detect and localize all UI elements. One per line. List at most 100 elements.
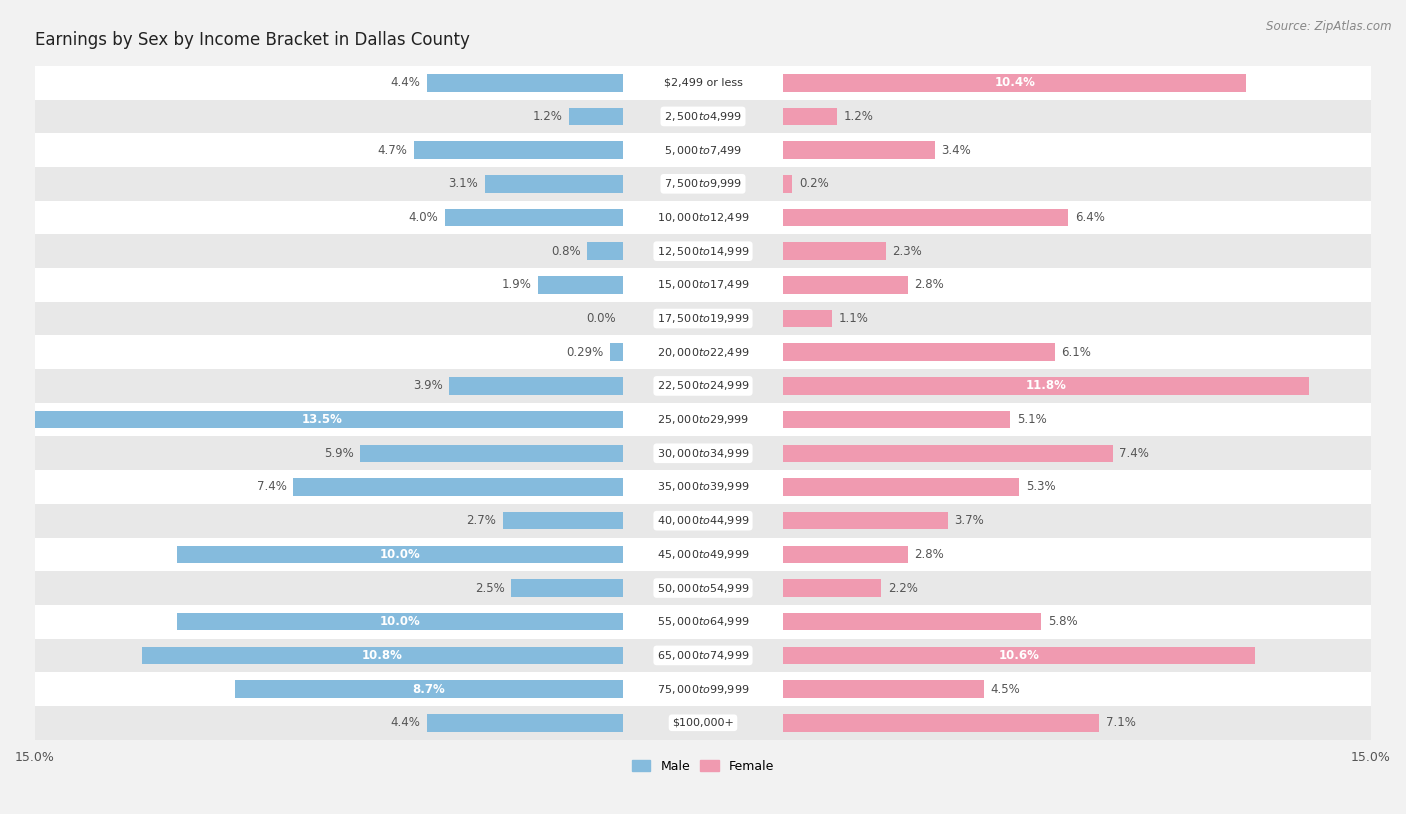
Text: 2.5%: 2.5% — [475, 581, 505, 594]
Text: 10.4%: 10.4% — [994, 77, 1035, 90]
Text: 3.7%: 3.7% — [955, 514, 984, 527]
Bar — [413, 142, 623, 159]
Text: 10.0%: 10.0% — [380, 615, 420, 628]
Bar — [588, 243, 623, 260]
Bar — [35, 436, 1371, 470]
Bar — [783, 545, 908, 563]
Text: $2,500 to $4,999: $2,500 to $4,999 — [664, 110, 742, 123]
Bar — [35, 638, 1371, 672]
Text: 3.1%: 3.1% — [449, 177, 478, 190]
Text: 10.0%: 10.0% — [380, 548, 420, 561]
Bar — [294, 478, 623, 496]
Text: 1.1%: 1.1% — [839, 312, 869, 325]
Bar — [783, 208, 1069, 226]
Bar — [142, 646, 623, 664]
Text: $20,000 to $22,499: $20,000 to $22,499 — [657, 346, 749, 359]
Text: 6.1%: 6.1% — [1062, 346, 1091, 359]
Text: 0.29%: 0.29% — [567, 346, 603, 359]
Bar — [783, 613, 1042, 631]
Bar — [569, 107, 623, 125]
Bar — [35, 537, 1371, 571]
Bar — [35, 403, 1371, 436]
Bar — [449, 377, 623, 395]
Text: $75,000 to $99,999: $75,000 to $99,999 — [657, 683, 749, 696]
Text: $15,000 to $17,499: $15,000 to $17,499 — [657, 278, 749, 291]
Text: $2,499 or less: $2,499 or less — [664, 78, 742, 88]
Text: 2.8%: 2.8% — [914, 278, 945, 291]
Text: $22,500 to $24,999: $22,500 to $24,999 — [657, 379, 749, 392]
Text: 10.6%: 10.6% — [998, 649, 1039, 662]
Text: 7.4%: 7.4% — [1119, 447, 1149, 460]
Text: 4.0%: 4.0% — [408, 211, 439, 224]
Text: $12,500 to $14,999: $12,500 to $14,999 — [657, 245, 749, 258]
Text: 1.2%: 1.2% — [844, 110, 873, 123]
Bar — [35, 605, 1371, 638]
Bar — [35, 234, 1371, 268]
Text: 3.9%: 3.9% — [413, 379, 443, 392]
Bar — [35, 504, 1371, 537]
Bar — [21, 411, 623, 428]
Bar — [783, 107, 837, 125]
Text: 5.9%: 5.9% — [323, 447, 353, 460]
Text: 3.4%: 3.4% — [941, 143, 972, 156]
Text: 7.4%: 7.4% — [257, 480, 287, 493]
Bar — [35, 268, 1371, 302]
Bar — [35, 167, 1371, 200]
Bar — [177, 545, 623, 563]
Bar — [360, 444, 623, 462]
Text: 2.2%: 2.2% — [887, 581, 918, 594]
Bar — [35, 66, 1371, 99]
Bar — [783, 580, 882, 597]
Text: 1.9%: 1.9% — [502, 278, 531, 291]
Bar — [35, 571, 1371, 605]
Bar — [427, 74, 623, 91]
Bar — [610, 344, 623, 361]
Text: 4.4%: 4.4% — [391, 77, 420, 90]
Bar — [502, 512, 623, 529]
Text: $30,000 to $34,999: $30,000 to $34,999 — [657, 447, 749, 460]
Text: 2.8%: 2.8% — [914, 548, 945, 561]
Bar — [177, 613, 623, 631]
Bar — [35, 335, 1371, 369]
Text: 4.5%: 4.5% — [990, 683, 1019, 696]
Text: 7.1%: 7.1% — [1107, 716, 1136, 729]
Text: $25,000 to $29,999: $25,000 to $29,999 — [657, 414, 749, 426]
Text: 5.3%: 5.3% — [1026, 480, 1056, 493]
Text: 6.4%: 6.4% — [1076, 211, 1105, 224]
Text: $45,000 to $49,999: $45,000 to $49,999 — [657, 548, 749, 561]
Bar — [35, 672, 1371, 706]
Text: $35,000 to $39,999: $35,000 to $39,999 — [657, 480, 749, 493]
Text: 0.2%: 0.2% — [799, 177, 828, 190]
Text: $40,000 to $44,999: $40,000 to $44,999 — [657, 514, 749, 527]
Text: 8.7%: 8.7% — [413, 683, 446, 696]
Text: 1.2%: 1.2% — [533, 110, 562, 123]
Text: Source: ZipAtlas.com: Source: ZipAtlas.com — [1267, 20, 1392, 33]
Text: 2.7%: 2.7% — [465, 514, 496, 527]
Bar — [783, 681, 984, 698]
Text: 13.5%: 13.5% — [302, 414, 343, 426]
Text: 0.8%: 0.8% — [551, 245, 581, 258]
Bar — [35, 470, 1371, 504]
Bar — [35, 99, 1371, 133]
Bar — [35, 369, 1371, 403]
Text: $5,000 to $7,499: $5,000 to $7,499 — [664, 143, 742, 156]
Bar — [35, 302, 1371, 335]
Bar — [427, 714, 623, 732]
Text: 4.7%: 4.7% — [377, 143, 406, 156]
Text: 0.0%: 0.0% — [586, 312, 616, 325]
Bar — [783, 142, 935, 159]
Bar — [783, 444, 1112, 462]
Text: 4.4%: 4.4% — [391, 716, 420, 729]
Bar — [783, 276, 908, 294]
Text: Earnings by Sex by Income Bracket in Dallas County: Earnings by Sex by Income Bracket in Dal… — [35, 31, 470, 50]
Text: 5.8%: 5.8% — [1047, 615, 1078, 628]
Bar — [783, 377, 1309, 395]
Text: 2.3%: 2.3% — [893, 245, 922, 258]
Bar — [783, 344, 1054, 361]
Text: $7,500 to $9,999: $7,500 to $9,999 — [664, 177, 742, 190]
Bar — [538, 276, 623, 294]
Bar — [783, 512, 948, 529]
Text: $50,000 to $54,999: $50,000 to $54,999 — [657, 581, 749, 594]
Bar — [35, 133, 1371, 167]
Text: $10,000 to $12,499: $10,000 to $12,499 — [657, 211, 749, 224]
